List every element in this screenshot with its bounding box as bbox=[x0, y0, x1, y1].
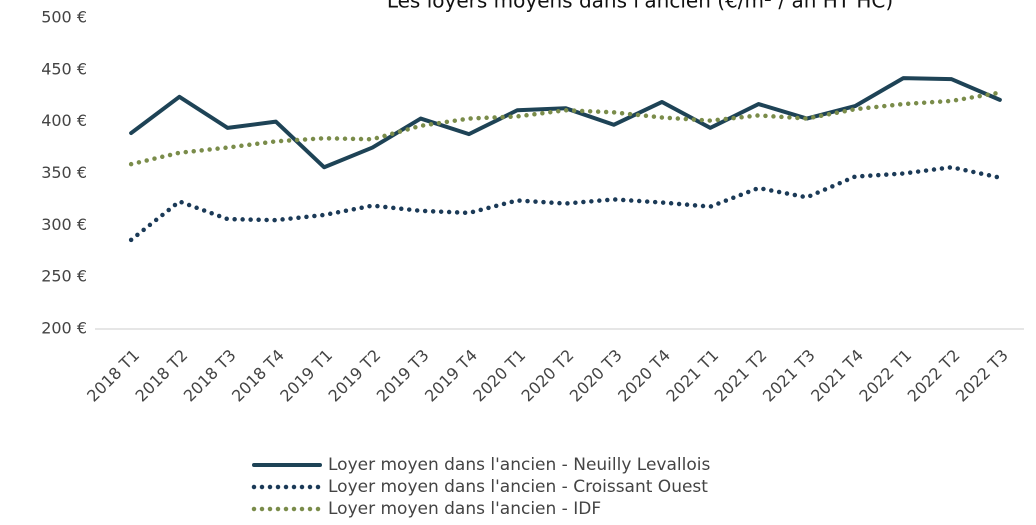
x-tick-label: 2019 T3 bbox=[373, 346, 433, 406]
x-tick-label: 2018 T4 bbox=[228, 346, 288, 406]
legend-label: Loyer moyen dans l'ancien - IDF bbox=[328, 499, 601, 519]
y-tick-label: 450 € bbox=[41, 59, 87, 78]
series-line bbox=[129, 76, 1002, 170]
x-tick-label: 2019 T2 bbox=[325, 346, 385, 406]
x-tick-label: 2019 T1 bbox=[276, 346, 336, 406]
x-tick-label: 2021 T2 bbox=[711, 346, 771, 406]
x-tick-label: 2022 T3 bbox=[952, 346, 1012, 406]
chart-title: Les loyers moyens dans l'ancien (€/m² / … bbox=[387, 0, 893, 13]
x-tick-label: 2018 T1 bbox=[83, 346, 143, 406]
x-tick-label: 2022 T2 bbox=[904, 346, 964, 406]
x-tick-label: 2020 T4 bbox=[614, 346, 674, 406]
y-tick-label: 250 € bbox=[41, 267, 87, 286]
legend-label: Loyer moyen dans l'ancien - Croissant Ou… bbox=[328, 477, 708, 497]
x-tick-label: 2021 T3 bbox=[759, 346, 819, 406]
x-tick-label: 2020 T3 bbox=[566, 346, 626, 406]
y-tick-label: 500 € bbox=[41, 8, 87, 27]
y-tick-label: 400 € bbox=[41, 111, 87, 130]
series-line bbox=[128, 164, 1003, 243]
x-tick-label: 2020 T1 bbox=[469, 346, 529, 406]
x-tick-label: 2019 T4 bbox=[421, 346, 481, 406]
x-tick-label: 2018 T3 bbox=[180, 346, 240, 406]
y-tick-label: 300 € bbox=[41, 215, 87, 234]
x-tick-label: 2021 T1 bbox=[662, 346, 722, 406]
series-line bbox=[128, 90, 1003, 167]
legend-label: Loyer moyen dans l'ancien - Neuilly Leva… bbox=[328, 455, 710, 475]
x-tick-label: 2022 T1 bbox=[855, 346, 915, 406]
x-tick-label: 2020 T2 bbox=[518, 346, 578, 406]
y-tick-label: 350 € bbox=[41, 163, 87, 182]
y-tick-label: 200 € bbox=[41, 319, 87, 338]
x-tick-label: 2021 T4 bbox=[807, 346, 867, 406]
x-tick-label: 2018 T2 bbox=[131, 346, 191, 406]
